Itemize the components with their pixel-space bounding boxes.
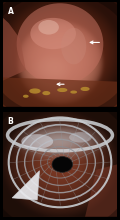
Ellipse shape (81, 87, 90, 91)
Ellipse shape (70, 90, 77, 94)
Polygon shape (12, 171, 39, 200)
Ellipse shape (21, 134, 53, 149)
Text: A: A (8, 7, 13, 16)
Polygon shape (85, 165, 117, 217)
Ellipse shape (29, 88, 41, 94)
Ellipse shape (52, 157, 72, 172)
Ellipse shape (61, 28, 86, 64)
Polygon shape (3, 18, 26, 81)
Ellipse shape (42, 91, 50, 95)
Ellipse shape (69, 132, 92, 143)
Ellipse shape (30, 18, 76, 49)
Ellipse shape (23, 95, 29, 98)
Ellipse shape (17, 3, 103, 85)
Ellipse shape (57, 88, 67, 92)
Ellipse shape (38, 20, 59, 35)
Text: B: B (8, 117, 13, 126)
Polygon shape (3, 77, 117, 107)
